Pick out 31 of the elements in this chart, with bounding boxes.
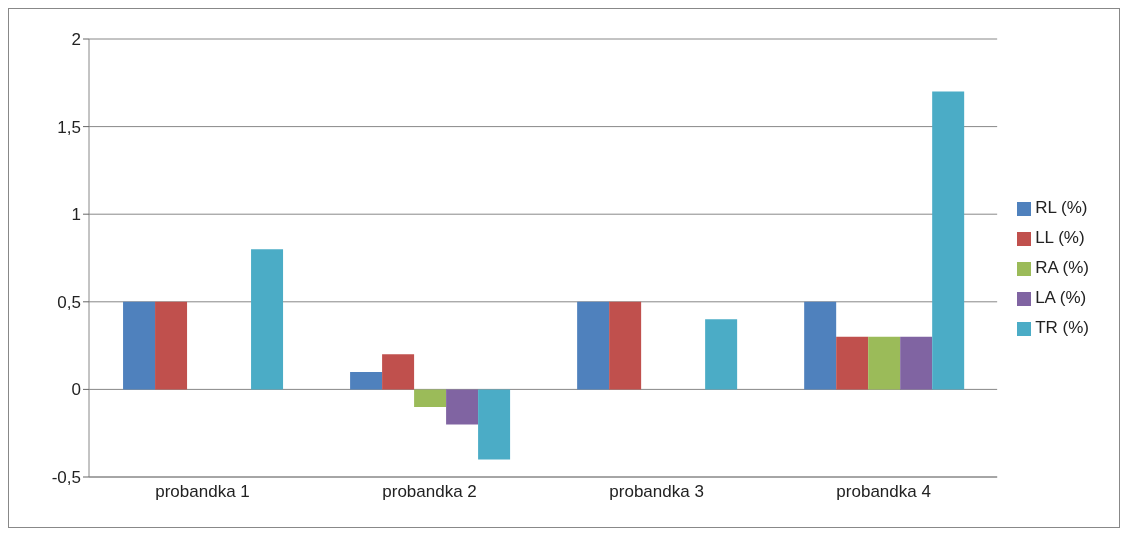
bar [836,336,869,390]
y-tick-label: 1 [71,205,81,225]
bar [123,301,156,390]
bar [414,389,447,407]
y-tick-label: 1,5 [57,117,81,137]
bar [932,91,965,390]
legend-label: RA (%) [1035,258,1089,277]
bar [155,301,188,390]
legend-label: RL (%) [1035,198,1088,217]
legend-label: LL (%) [1035,228,1085,247]
legend-label: TR (%) [1035,318,1089,337]
x-tick-label: probandka 2 [382,482,477,502]
y-tick-label: 0,5 [57,292,81,312]
bar [446,389,479,425]
bar [868,336,901,390]
y-tick-label: 0 [71,380,81,400]
x-tick-label: probandka 1 [155,482,250,502]
bar [382,354,415,390]
x-tick-label: probandka 4 [836,482,931,502]
y-tick-label: -0,5 [51,468,81,488]
bar [609,301,642,390]
bar [251,249,284,390]
bar [804,301,837,390]
bar [577,301,610,390]
bar [350,371,383,390]
bar [478,389,511,460]
bar [705,319,738,390]
bar [900,336,933,390]
y-tick-label: 2 [71,30,81,50]
legend-label: LA (%) [1035,288,1087,307]
x-tick-label: probandka 3 [609,482,704,502]
